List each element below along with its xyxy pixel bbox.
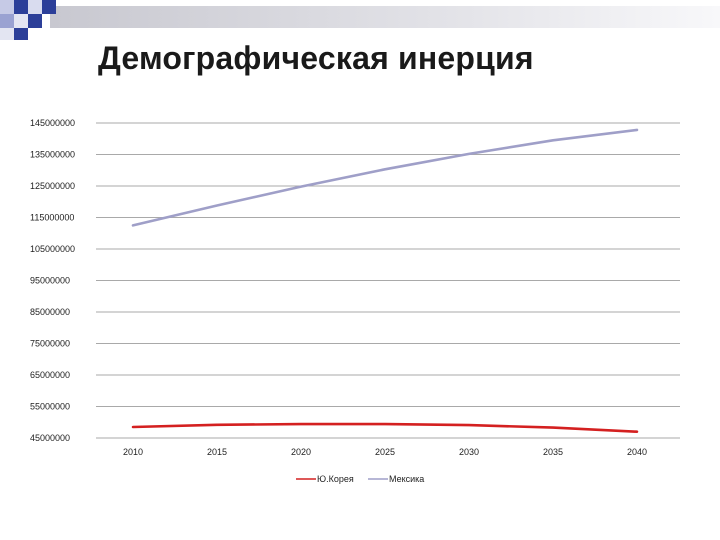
header-square bbox=[42, 0, 56, 14]
x-tick-label: 2020 bbox=[291, 447, 311, 457]
y-tick-label: 95000000 bbox=[30, 276, 70, 286]
y-axis-tick-labels: 145000000 135000000 125000000 115000000 1050… bbox=[30, 118, 75, 443]
y-tick-label: 145000000 bbox=[30, 118, 75, 128]
header-square bbox=[28, 14, 42, 28]
x-tick-label: 2010 bbox=[123, 447, 143, 457]
y-tick-label: 135000000 bbox=[30, 150, 75, 160]
x-tick-label: 2030 bbox=[459, 447, 479, 457]
y-tick-label: 75000000 bbox=[30, 339, 70, 349]
series-lines bbox=[131, 128, 639, 434]
header-square bbox=[28, 0, 42, 14]
series-line-2 bbox=[131, 128, 639, 227]
header-square bbox=[0, 0, 14, 14]
series-line-1 bbox=[131, 422, 639, 434]
y-tick-label: 125000000 bbox=[30, 181, 75, 191]
y-tick-label: 85000000 bbox=[30, 307, 70, 317]
x-tick-label: 2040 bbox=[627, 447, 647, 457]
header-square bbox=[0, 14, 14, 28]
header-square bbox=[14, 28, 28, 40]
y-tick-label: 65000000 bbox=[30, 370, 70, 380]
header-square bbox=[14, 0, 28, 14]
legend-label: Мексика bbox=[389, 474, 424, 484]
legend-label: Ю.Корея bbox=[317, 474, 354, 484]
y-tick-label: 105000000 bbox=[30, 244, 75, 254]
x-tick-label: 2015 bbox=[207, 447, 227, 457]
header-decoration bbox=[0, 0, 720, 40]
legend: Ю.Корея Мексика bbox=[296, 474, 424, 484]
header-band bbox=[50, 6, 720, 28]
gridlines bbox=[96, 122, 680, 439]
slide-title: Демографическая инерция bbox=[98, 40, 534, 76]
y-tick-label: 115000000 bbox=[30, 213, 74, 223]
header-square bbox=[14, 14, 28, 28]
x-tick-label: 2035 bbox=[543, 447, 563, 457]
x-tick-label: 2025 bbox=[375, 447, 395, 457]
x-axis-tick-labels: 2010 2015 2020 2025 2030 2035 2040 bbox=[123, 447, 647, 457]
y-tick-label: 55000000 bbox=[30, 402, 70, 412]
header-square bbox=[0, 28, 14, 40]
y-tick-label: 45000000 bbox=[30, 433, 70, 443]
